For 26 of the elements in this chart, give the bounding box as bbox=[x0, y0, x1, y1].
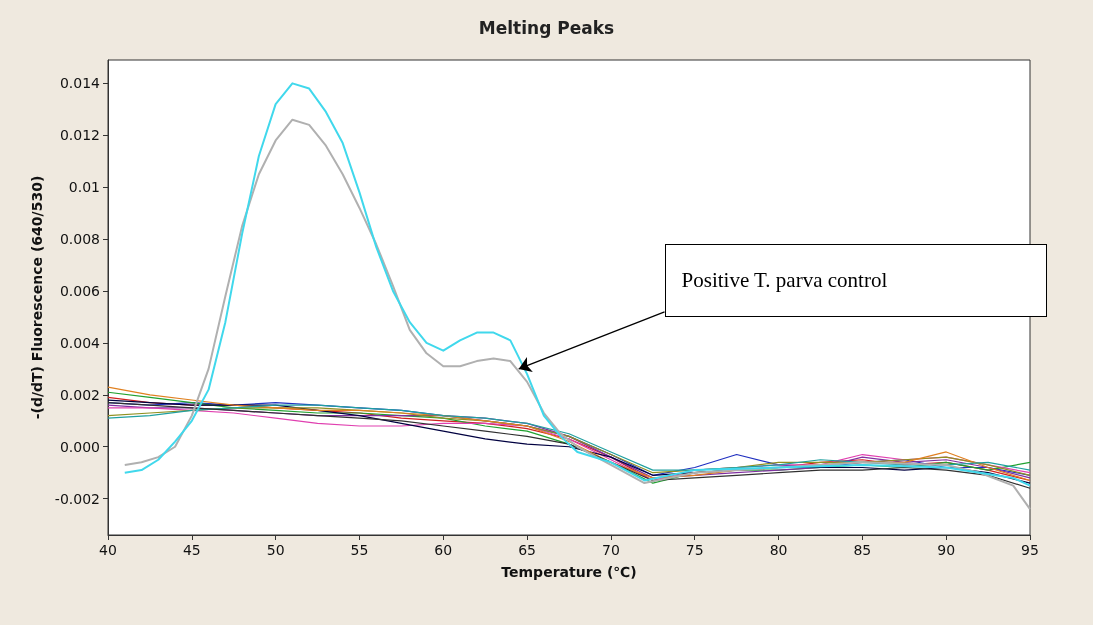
x-axis-title: Temperature (℃) bbox=[501, 564, 637, 580]
y-tick-label: 0.01 bbox=[68, 179, 100, 196]
x-tick-label: 65 bbox=[518, 542, 536, 558]
x-tick-label: 75 bbox=[685, 542, 704, 558]
y-tick-label: 0.002 bbox=[59, 386, 100, 403]
chart-title: Melting Peaks bbox=[478, 17, 615, 38]
x-tick-label: 90 bbox=[937, 542, 956, 558]
y-tick-label: 0.008 bbox=[59, 231, 100, 248]
y-tick-label: 0.006 bbox=[59, 283, 101, 300]
x-tick-label: 45 bbox=[182, 542, 201, 558]
x-tick-label: 80 bbox=[769, 542, 788, 558]
x-tick-label: 55 bbox=[350, 542, 369, 558]
x-tick-label: 60 bbox=[434, 542, 453, 558]
x-tick-label: 70 bbox=[602, 542, 620, 558]
x-tick-label: 50 bbox=[266, 542, 285, 558]
y-tick-label: 0.012 bbox=[59, 127, 100, 144]
x-tick-label: 95 bbox=[1021, 542, 1039, 558]
callout-box: Positive T. parva control bbox=[664, 244, 1047, 318]
y-tick-label: 0.014 bbox=[59, 75, 101, 92]
y-tick-label: -0.002 bbox=[54, 490, 100, 507]
y-tick-label: 0.004 bbox=[59, 334, 101, 351]
y-tick-label: 0.000 bbox=[59, 438, 100, 455]
y-axis-title: -(d/dT) Fluorescence (640/530) bbox=[28, 175, 45, 420]
x-tick-label: 40 bbox=[99, 542, 117, 558]
annotation: Positive T. parva control bbox=[681, 268, 888, 293]
x-tick-label: 85 bbox=[853, 542, 872, 558]
